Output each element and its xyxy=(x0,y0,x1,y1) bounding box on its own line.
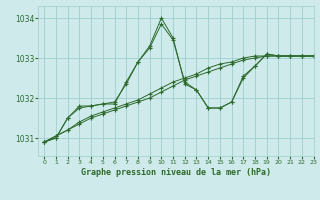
X-axis label: Graphe pression niveau de la mer (hPa): Graphe pression niveau de la mer (hPa) xyxy=(81,168,271,177)
